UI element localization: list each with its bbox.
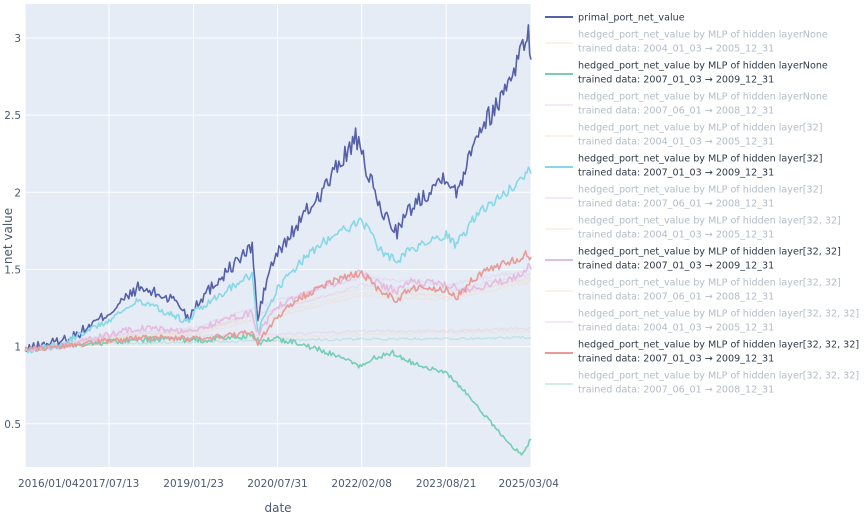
series-line bbox=[24, 166, 532, 354]
legend-label: primal_port_net_value bbox=[578, 13, 685, 24]
legend-label: hedged_port_net_value by MLP of hidden l… bbox=[578, 278, 841, 289]
x-tick-label: 2023/08/21 bbox=[416, 478, 477, 490]
legend-trained-label: trained data: 2007_06_01 → 2008_12_31 bbox=[578, 199, 774, 210]
series-line bbox=[24, 250, 532, 352]
plot-area bbox=[25, 4, 531, 467]
x-tick-label: 2019/01/23 bbox=[163, 478, 224, 490]
legend-trained-label: trained data: 2004_01_03 → 2005_12_31 bbox=[578, 137, 774, 148]
x-tick-label: 2016/01/04 bbox=[18, 478, 79, 490]
x-axis-ticks: 2016/01/04 2017/07/13 2019/01/23 2020/07/31… bbox=[18, 478, 559, 490]
legend-trained-label: trained data: 2007_06_01 → 2008_12_31 bbox=[578, 106, 774, 117]
legend-trained-label: trained data: 2007_01_03 → 2009_12_31 bbox=[578, 168, 774, 179]
x-tick-label: 2017/07/13 bbox=[79, 478, 140, 490]
y-tick-label: 2 bbox=[14, 187, 21, 199]
legend-label: hedged_port_net_value by MLP of hidden l… bbox=[578, 340, 859, 351]
y-tick-label: 2.5 bbox=[4, 110, 21, 122]
y-axis-ticks: 0.5 1 1.5 2 2.5 3 bbox=[4, 33, 21, 431]
legend-label: hedged_port_net_value by MLP of hidden l… bbox=[578, 247, 841, 258]
x-tick-label: 2020/07/31 bbox=[247, 478, 308, 490]
legend-label: hedged_port_net_value by MLP of hidden l… bbox=[578, 92, 828, 103]
legend: primal_port_net_value hedged_port_net_val… bbox=[545, 13, 859, 396]
x-tick-label: 2025/03/04 bbox=[498, 478, 559, 490]
grid-lines bbox=[24, 4, 532, 467]
legend-label: hedged_port_net_value by MLP of hidden l… bbox=[578, 154, 823, 165]
legend-trained-label: trained data: 2007_01_03 → 2009_12_31 bbox=[578, 261, 774, 272]
legend-label: hedged_port_net_value by MLP of hidden l… bbox=[578, 216, 841, 227]
legend-trained-label: trained data: 2007_01_03 → 2009_12_31 bbox=[578, 75, 774, 86]
legend-label: hedged_port_net_value by MLP of hidden l… bbox=[578, 30, 828, 41]
legend-trained-label: trained data: 2007_06_01 → 2008_12_31 bbox=[578, 385, 774, 396]
legend-label: hedged_port_net_value by MLP of hidden l… bbox=[578, 123, 823, 134]
series-lines bbox=[24, 24, 532, 456]
y-tick-label: 3 bbox=[14, 33, 21, 45]
legend-label: hedged_port_net_value by MLP of hidden l… bbox=[578, 185, 823, 196]
legend-trained-label: trained data: 2004_01_03 → 2005_12_31 bbox=[578, 44, 774, 55]
legend-trained-label: trained data: 2004_01_03 → 2005_12_31 bbox=[578, 323, 774, 334]
series-line bbox=[24, 335, 532, 351]
legend-label: hedged_port_net_value by MLP of hidden l… bbox=[578, 61, 828, 72]
x-axis-title: date bbox=[264, 501, 291, 515]
y-tick-label: 0.5 bbox=[4, 419, 21, 431]
series-line bbox=[24, 267, 532, 351]
y-tick-label: 1 bbox=[14, 342, 21, 354]
legend-trained-label: trained data: 2007_01_03 → 2009_12_31 bbox=[578, 354, 774, 365]
y-tick-label: 1.5 bbox=[4, 264, 21, 276]
legend-label: hedged_port_net_value by MLP of hidden l… bbox=[578, 309, 859, 320]
y-axis-title: net value bbox=[1, 208, 15, 264]
x-tick-label: 2022/02/08 bbox=[331, 478, 392, 490]
series-line bbox=[24, 24, 532, 352]
legend-trained-label: trained data: 2004_01_03 → 2005_12_31 bbox=[578, 230, 774, 241]
legend-trained-label: trained data: 2007_06_01 → 2008_12_31 bbox=[578, 292, 774, 303]
legend-label: hedged_port_net_value by MLP of hidden l… bbox=[578, 371, 859, 382]
